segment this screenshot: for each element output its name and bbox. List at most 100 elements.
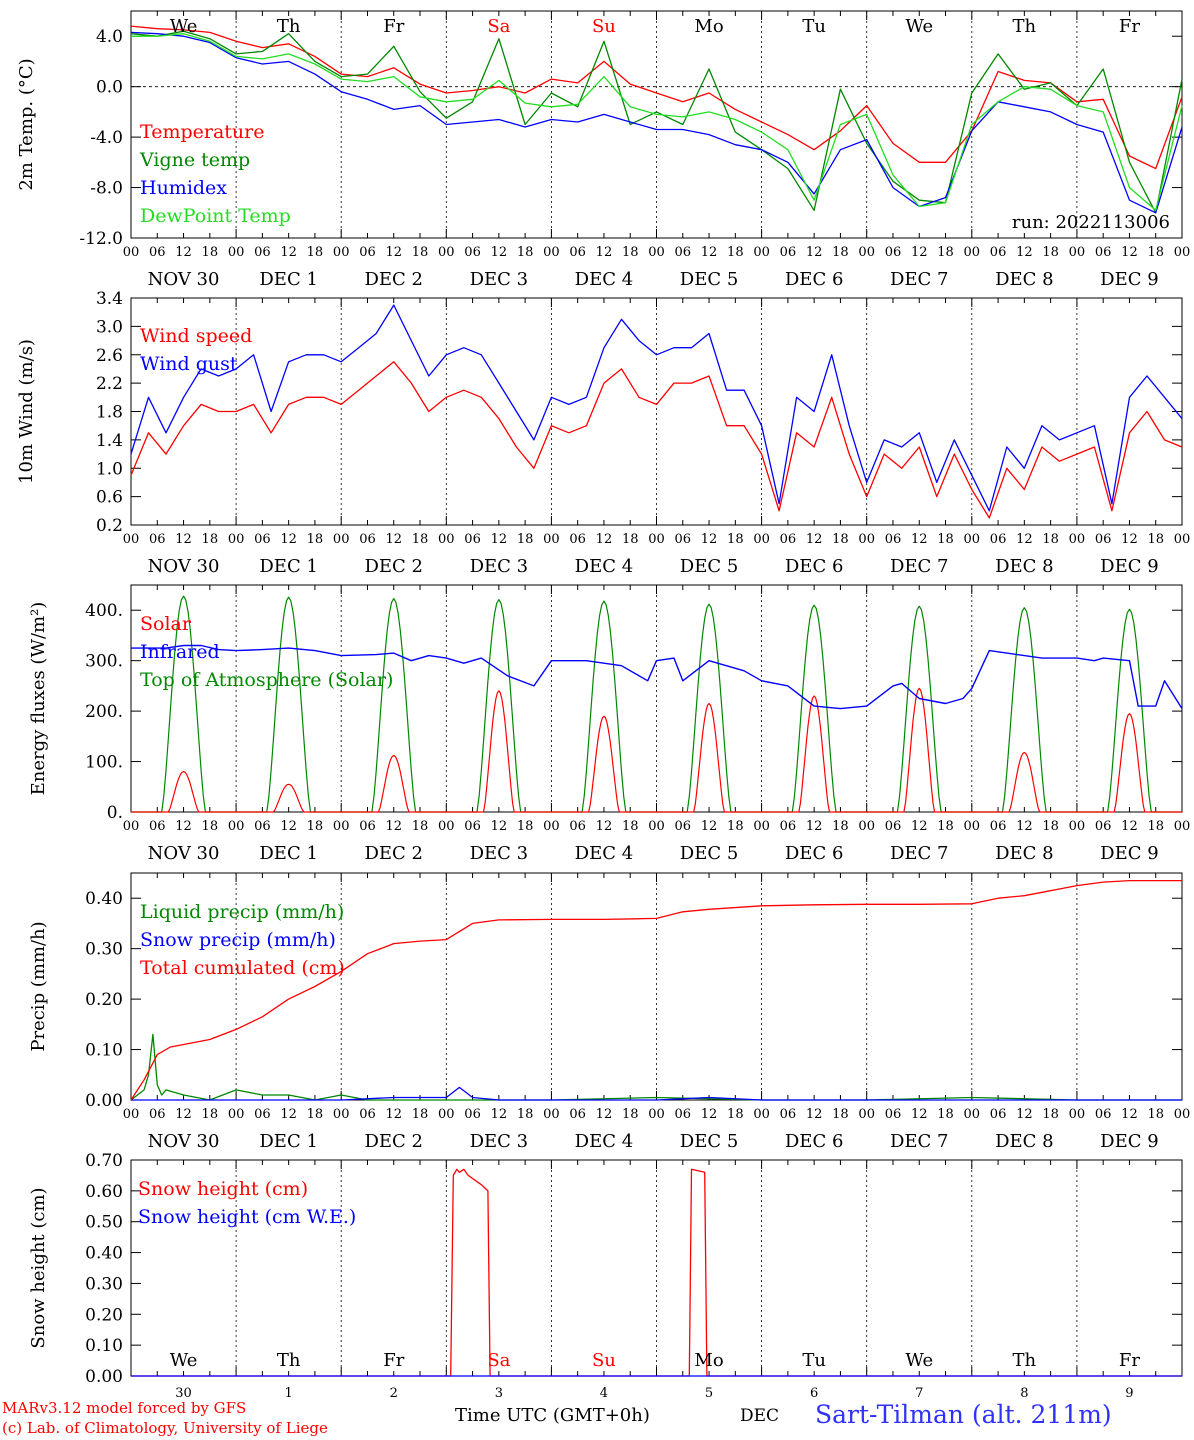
y-tick-label: 0.40 bbox=[85, 1244, 123, 1264]
hour-tick-label: 06 bbox=[149, 532, 166, 547]
hour-tick-label: 12 bbox=[1016, 819, 1033, 834]
vigne-templine bbox=[130, 30, 1183, 214]
hour-tick-label: 00 bbox=[123, 245, 140, 260]
hour-tick-label: 06 bbox=[254, 819, 271, 834]
y-tick-label: 0.00 bbox=[85, 1091, 123, 1111]
hour-tick-label: 06 bbox=[464, 819, 481, 834]
hour-tick-label: 12 bbox=[596, 245, 613, 260]
hour-tick-label: 06 bbox=[675, 245, 692, 260]
hour-tick-label: 18 bbox=[202, 819, 219, 834]
hour-tick-label: 12 bbox=[175, 532, 192, 547]
hour-tick-label: 06 bbox=[885, 245, 902, 260]
hour-tick-label: 00 bbox=[228, 245, 245, 260]
hour-tick-label: 18 bbox=[622, 1107, 639, 1122]
day-name: Fr bbox=[383, 16, 404, 37]
hour-tick-label: 12 bbox=[911, 1107, 928, 1122]
hour-tick-label: 18 bbox=[307, 819, 324, 834]
station-label: Sart-Tilman (alt. 211m) bbox=[815, 1400, 1112, 1429]
hour-tick-label: 00 bbox=[333, 1107, 350, 1122]
date-label: DEC 2 bbox=[364, 843, 423, 864]
hour-tick-label: 00 bbox=[648, 1107, 665, 1122]
hour-tick-label: 00 bbox=[964, 1107, 981, 1122]
hour-tick-label: 18 bbox=[202, 245, 219, 260]
lab-credit: (c) Lab. of Climatology, University of L… bbox=[2, 1419, 328, 1437]
x-axis-title: Time UTC (GMT+0h) bbox=[455, 1405, 650, 1426]
hour-tick-label: 00 bbox=[123, 1107, 140, 1122]
hour-tick-label: 18 bbox=[202, 1107, 219, 1122]
wind-gustline bbox=[130, 304, 1183, 512]
hour-tick-label: 06 bbox=[675, 532, 692, 547]
hour-tick-label: 18 bbox=[1042, 245, 1059, 260]
day-number: 6 bbox=[810, 1386, 818, 1401]
y-tick-label: 0.50 bbox=[85, 1213, 123, 1233]
y-tick-label: 0.70 bbox=[85, 1151, 123, 1171]
hour-tick-label: 06 bbox=[990, 819, 1007, 834]
day-name: Th bbox=[1013, 1350, 1037, 1371]
day-number: 1 bbox=[285, 1386, 293, 1401]
hour-tick-label: 12 bbox=[1121, 532, 1138, 547]
hour-tick-label: 12 bbox=[1016, 1107, 1033, 1122]
date-label: NOV 30 bbox=[148, 269, 220, 290]
hour-tick-label: 18 bbox=[517, 1107, 534, 1122]
date-label: NOV 30 bbox=[148, 556, 220, 577]
hour-tick-label: 18 bbox=[832, 819, 849, 834]
date-label: DEC 3 bbox=[470, 269, 529, 290]
hour-tick-label: 12 bbox=[806, 245, 823, 260]
hour-tick-label: 12 bbox=[1121, 245, 1138, 260]
date-label: DEC 1 bbox=[259, 843, 318, 864]
hour-tick-label: 06 bbox=[990, 1107, 1007, 1122]
y-tick-label: 0.10 bbox=[85, 1336, 123, 1356]
total-cumulated-cm-line bbox=[130, 879, 1182, 1101]
hour-tick-label: 12 bbox=[701, 245, 718, 260]
date-label: DEC 8 bbox=[995, 843, 1054, 864]
day-name: We bbox=[905, 16, 933, 37]
date-label: DEC 6 bbox=[785, 556, 844, 577]
hour-tick-label: 18 bbox=[1042, 1107, 1059, 1122]
hour-tick-label: 00 bbox=[438, 1107, 455, 1122]
y-tick-label: -12.0 bbox=[79, 229, 123, 249]
panel-3: 400. 300. 200. 100. 0. Energy fluxes (W/m²) 00… bbox=[28, 584, 1190, 864]
hour-tick-label: 12 bbox=[385, 245, 402, 260]
hour-tick-label: 18 bbox=[832, 1107, 849, 1122]
hour-tick-label: 00 bbox=[648, 532, 665, 547]
hour-tick-label: 18 bbox=[622, 532, 639, 547]
day-number: 5 bbox=[705, 1386, 713, 1401]
hour-tick-label: 00 bbox=[228, 532, 245, 547]
hour-tick-label: 06 bbox=[1095, 1107, 1112, 1122]
hour-tick-label: 18 bbox=[1042, 819, 1059, 834]
day-name: We bbox=[905, 1350, 933, 1371]
hour-tick-label: 00 bbox=[543, 1107, 560, 1122]
hour-tick-label: 18 bbox=[937, 819, 954, 834]
hour-tick-label: 00 bbox=[333, 532, 350, 547]
y-tick-label: 0.20 bbox=[85, 990, 123, 1010]
date-label: DEC 2 bbox=[364, 269, 423, 290]
hour-tick-label: 06 bbox=[569, 819, 586, 834]
hour-tick-label: 06 bbox=[149, 245, 166, 260]
y-tick-label: 2.6 bbox=[96, 346, 123, 366]
hour-tick-label: 00 bbox=[858, 532, 875, 547]
day-name: Mo bbox=[694, 1350, 723, 1371]
hour-tick-label: 12 bbox=[596, 1107, 613, 1122]
hour-tick-label: 12 bbox=[911, 819, 928, 834]
date-label: DEC 9 bbox=[1100, 556, 1159, 577]
hour-tick-label: 00 bbox=[228, 1107, 245, 1122]
hour-tick-label: 00 bbox=[543, 532, 560, 547]
legend-entry: Top of Atmosphere (Solar) bbox=[140, 669, 393, 691]
hour-tick-label: 12 bbox=[175, 245, 192, 260]
y-tick-label: 100. bbox=[85, 753, 123, 773]
hour-tick-label: 18 bbox=[412, 1107, 429, 1122]
date-label: DEC 4 bbox=[575, 556, 634, 577]
date-label: DEC 7 bbox=[890, 269, 949, 290]
y-tick-label: 0.20 bbox=[85, 1305, 123, 1325]
y-tick-label: 0.30 bbox=[85, 1274, 123, 1294]
hour-tick-label: 12 bbox=[280, 245, 297, 260]
hour-tick-label: 18 bbox=[622, 245, 639, 260]
hour-tick-label: 12 bbox=[491, 819, 508, 834]
legend-entry: Temperature bbox=[140, 121, 264, 143]
hour-tick-label: 12 bbox=[701, 819, 718, 834]
hour-tick-label: 12 bbox=[911, 245, 928, 260]
plot-frame bbox=[130, 10, 1183, 239]
hour-tick-label: 00 bbox=[123, 819, 140, 834]
y-tick-label: 3.4 bbox=[96, 289, 123, 309]
